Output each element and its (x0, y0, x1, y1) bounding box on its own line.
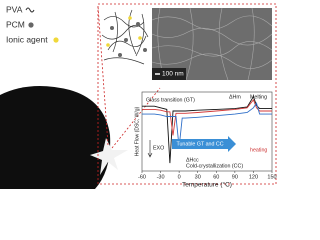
dsc-curve (142, 95, 272, 164)
legend-label: PVA (6, 4, 23, 14)
zoom-line (111, 87, 161, 149)
particles (106, 16, 147, 57)
network-schematic (101, 9, 149, 65)
x-tick-label: 120 (249, 174, 258, 180)
photo-object (0, 86, 111, 189)
photo-star (90, 138, 128, 175)
annotation: ΔHm (229, 94, 241, 100)
dsc-curve (142, 99, 272, 136)
legend-label: PCM (6, 19, 25, 29)
legend-label: Ionic agent (6, 34, 48, 44)
x-tick-label: 30 (195, 174, 201, 180)
plot-frame (141, 91, 273, 172)
tunable-arrow (172, 136, 236, 152)
y-axis-title: Heat Flow (DSC, W/g) (134, 106, 140, 156)
zoom-line (97, 5, 109, 146)
scale-label: 100 nm (162, 71, 184, 78)
pcm-icon (28, 22, 34, 28)
x-tick-label: -30 (157, 174, 165, 180)
annotation: Cold-crystallization (CC) (186, 163, 243, 169)
ionic-icon (53, 37, 59, 43)
annotation: Tunable GT and CC (176, 141, 223, 147)
exo-arrow (147, 140, 153, 158)
x-tick-label: 90 (232, 174, 238, 180)
dsc-curve (142, 102, 272, 148)
annotation: Glass transition (GT) (146, 97, 195, 103)
annotation: EXO (153, 145, 164, 151)
x-axis-title: Temperature (°C) (182, 181, 232, 189)
x-tick-label: 60 (213, 174, 219, 180)
x-tick-label: -60 (138, 174, 146, 180)
annotation: Melting (250, 94, 267, 100)
annotation: heating (250, 147, 267, 153)
figure: PVA PCM Ionic agent 100 nm -60 -30 0 30 60 90… (0, 3, 277, 189)
scale-bg (152, 68, 186, 80)
annotation: ΔHcc (186, 157, 199, 163)
zoom-box (97, 3, 277, 185)
pva-icon (25, 7, 35, 13)
x-tick-label: 0 (178, 174, 181, 180)
x-tick-label: 150 (267, 174, 276, 180)
